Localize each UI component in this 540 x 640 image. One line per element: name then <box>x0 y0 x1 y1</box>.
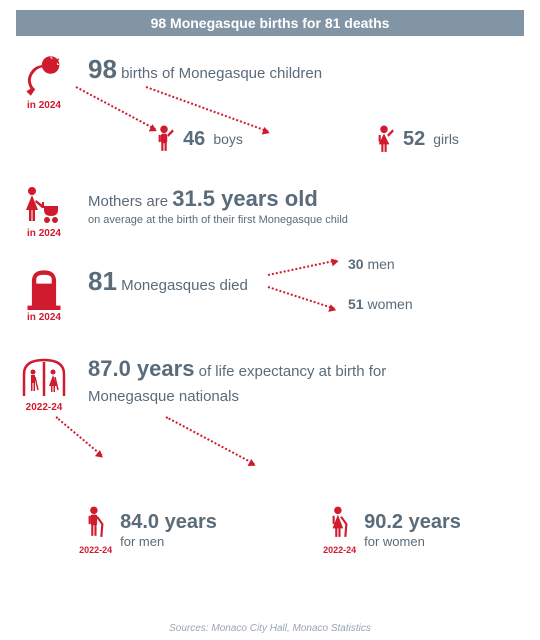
births-count: 98 <box>88 54 117 84</box>
boy-icon <box>153 125 175 153</box>
life-women-year: 2022-24 <box>323 545 356 555</box>
life-men-item: 2022-24 84.0 years for men <box>79 505 217 555</box>
girls-count: 52 <box>403 128 425 151</box>
arrow-life-women <box>166 416 255 465</box>
life-section: 2022-24 87.0 years of life expectancy at… <box>16 356 524 536</box>
mothers-sub: on average at the birth of their first M… <box>88 214 524 226</box>
girls-label: girls <box>433 131 459 147</box>
births-year: in 2024 <box>16 100 72 111</box>
births-section: in 2024 98 births of Monegasque children… <box>16 54 524 174</box>
deaths-text: Monegasques died <box>121 277 248 294</box>
elderly-woman-icon <box>327 505 353 539</box>
deaths-men-label: men <box>367 256 394 272</box>
life-content: 87.0 years of life expectancy at birth f… <box>88 356 524 405</box>
births-text: births of Monegasque children <box>121 65 322 82</box>
life-value: 87.0 years <box>88 356 194 381</box>
girls-item: 52 girls <box>373 125 459 153</box>
life-women-item: 2022-24 90.2 years for women <box>323 505 461 555</box>
mothers-pre: Mothers are <box>88 193 168 210</box>
mothers-content: Mothers are 31.5 years old on average at… <box>88 186 524 226</box>
life-men-value: 84.0 years <box>120 511 217 534</box>
boys-count: 46 <box>183 128 205 151</box>
mothers-age: 31.5 years old <box>172 186 318 211</box>
boys-item: 46 boys <box>153 125 243 153</box>
life-arch-icon <box>20 356 68 400</box>
life-text1: of life expectancy at birth for <box>199 363 387 380</box>
arrow-life-men <box>55 416 102 456</box>
tombstone-icon <box>25 266 63 310</box>
deaths-year: in 2024 <box>16 312 72 323</box>
births-content: 98 births of Monegasque children 46 boys… <box>88 54 524 153</box>
life-text2: Monegasque nationals <box>88 388 524 405</box>
deaths-section: in 2024 81 Monegasques died 30 men 51 wo… <box>16 266 524 344</box>
sources-text: Sources: Monaco City Hall, Monaco Statis… <box>0 623 540 634</box>
life-icon-col: 2022-24 <box>16 356 72 413</box>
stork-icon-col: in 2024 <box>16 54 72 111</box>
mother-stroller-icon <box>22 186 66 226</box>
mother-icon-col: in 2024 <box>16 186 72 239</box>
deaths-women-label: women <box>367 296 412 312</box>
life-women-label: for women <box>364 534 461 549</box>
stork-icon <box>22 54 66 98</box>
deaths-content: 81 Monegasques died 30 men 51 women <box>88 266 524 297</box>
header-bar: 98 Monegasque births for 81 deaths <box>16 10 524 36</box>
life-men-year: 2022-24 <box>79 545 112 555</box>
life-year: 2022-24 <box>16 402 72 413</box>
boys-label: boys <box>213 131 243 147</box>
deaths-men-count: 30 <box>348 256 364 272</box>
deaths-count: 81 <box>88 266 117 296</box>
mothers-year: in 2024 <box>16 228 72 239</box>
girl-icon <box>373 125 395 153</box>
mothers-section: in 2024 Mothers are 31.5 years old on av… <box>16 186 524 254</box>
arrow-boys <box>76 86 156 130</box>
life-men-label: for men <box>120 534 217 549</box>
elderly-man-icon <box>83 505 109 539</box>
tombstone-icon-col: in 2024 <box>16 266 72 323</box>
deaths-women-count: 51 <box>348 296 364 312</box>
life-women-value: 90.2 years <box>364 511 461 534</box>
